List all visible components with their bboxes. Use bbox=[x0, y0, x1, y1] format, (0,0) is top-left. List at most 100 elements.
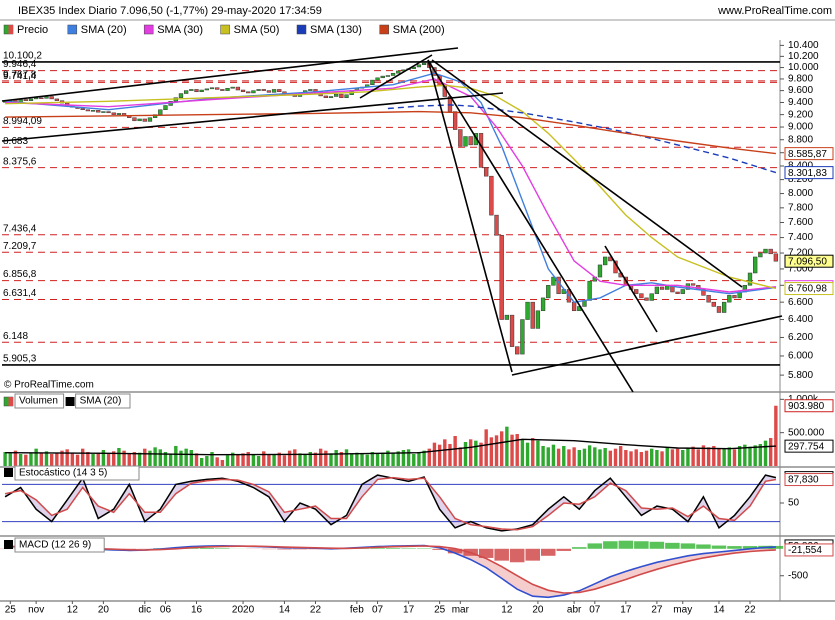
candle bbox=[484, 167, 489, 177]
level-label: 9.741,4 bbox=[3, 71, 37, 82]
volume-bar bbox=[737, 446, 742, 466]
volume-bar bbox=[55, 452, 59, 466]
volume-bar bbox=[686, 448, 690, 466]
trend-line bbox=[1, 47, 459, 102]
volume-bar bbox=[655, 450, 659, 466]
histogram-bar bbox=[432, 548, 447, 550]
candle bbox=[370, 79, 375, 85]
y-tick-label: 8.800 bbox=[788, 134, 813, 145]
candle bbox=[540, 297, 546, 312]
legend-swatch bbox=[220, 24, 230, 35]
volume-bar bbox=[112, 451, 116, 466]
candle bbox=[85, 109, 91, 112]
series-line bbox=[5, 84, 777, 290]
candle bbox=[639, 293, 644, 299]
trend-line bbox=[604, 245, 658, 333]
level-label: 6.148 bbox=[3, 331, 28, 342]
candle bbox=[189, 89, 194, 91]
volume-bar bbox=[313, 452, 318, 466]
volume-bar bbox=[39, 453, 44, 466]
level-label: 9.767,8 bbox=[3, 69, 37, 80]
y-tick-label: 50 bbox=[788, 498, 800, 509]
trend-line bbox=[431, 59, 743, 288]
legend-swatch bbox=[143, 24, 154, 35]
candle bbox=[478, 133, 484, 168]
candle bbox=[753, 256, 758, 274]
candle bbox=[535, 310, 541, 329]
volume-bar bbox=[572, 447, 576, 466]
volume-bar bbox=[298, 453, 302, 466]
y-tick-label: 5.800 bbox=[788, 370, 813, 381]
volume-bar bbox=[515, 434, 519, 466]
volume-bar bbox=[753, 445, 757, 466]
histogram-bar bbox=[649, 541, 665, 549]
volume-bar bbox=[525, 442, 530, 466]
x-tick-label: 07 bbox=[589, 605, 601, 616]
volume-bar bbox=[618, 446, 623, 466]
candle bbox=[106, 111, 111, 114]
candle bbox=[515, 346, 520, 355]
volume-bar bbox=[49, 454, 54, 466]
volume-bar bbox=[205, 456, 209, 466]
candle bbox=[520, 319, 525, 355]
legend-label: SMA (30) bbox=[157, 24, 203, 36]
trend-line bbox=[427, 59, 634, 393]
candle bbox=[706, 295, 711, 303]
volume-bar bbox=[748, 446, 752, 466]
candle bbox=[530, 301, 535, 329]
volume-bar bbox=[432, 442, 437, 466]
y-tick-label: 9.000 bbox=[788, 122, 813, 133]
volume-bar bbox=[215, 457, 219, 466]
value-label: 6.760,98 bbox=[788, 284, 827, 295]
volume-bar bbox=[774, 405, 778, 466]
y-tick-label: 6.600 bbox=[788, 297, 813, 308]
candle bbox=[158, 109, 163, 115]
candle bbox=[546, 285, 551, 299]
y-tick-label: 500.000 bbox=[788, 427, 825, 438]
candle bbox=[235, 86, 241, 91]
candle bbox=[390, 72, 396, 76]
volume-bar bbox=[339, 452, 344, 466]
candle bbox=[690, 283, 696, 286]
trend-line bbox=[511, 315, 783, 376]
candle bbox=[597, 264, 603, 278]
candle bbox=[763, 248, 768, 254]
candle bbox=[421, 62, 427, 65]
candle bbox=[721, 301, 727, 313]
volume-bar bbox=[86, 452, 90, 466]
volume-bar bbox=[499, 431, 504, 466]
legend-swatch bbox=[8, 25, 13, 34]
histogram-bar bbox=[556, 548, 572, 551]
volume-bar bbox=[13, 450, 18, 466]
legend-swatch bbox=[4, 468, 13, 477]
volume-bar bbox=[179, 450, 183, 466]
volume-bar bbox=[510, 434, 514, 466]
series-line bbox=[5, 438, 776, 456]
volume-bar bbox=[65, 449, 69, 466]
candle bbox=[308, 89, 313, 91]
candle bbox=[659, 286, 665, 290]
candle bbox=[758, 252, 763, 258]
candle bbox=[603, 256, 608, 266]
volume-bar bbox=[344, 449, 349, 466]
candle bbox=[494, 214, 499, 236]
volume-bar bbox=[691, 446, 695, 466]
candle bbox=[385, 75, 391, 77]
x-tick-label: 16 bbox=[191, 605, 203, 616]
candle bbox=[711, 301, 716, 307]
histogram-bar bbox=[447, 548, 463, 554]
value-label: 7.096,50 bbox=[788, 256, 827, 267]
candle bbox=[701, 289, 706, 296]
histogram-bar bbox=[665, 542, 680, 549]
volume-bar bbox=[505, 426, 509, 466]
histogram-bar bbox=[603, 541, 618, 549]
y-tick-label: 10.200 bbox=[788, 51, 819, 62]
volume-bar bbox=[401, 450, 406, 466]
volume-bar bbox=[722, 448, 726, 466]
candle bbox=[147, 117, 153, 122]
histogram-bar bbox=[478, 548, 494, 558]
candle bbox=[184, 90, 189, 94]
volume-bar bbox=[355, 452, 359, 466]
y-tick-label: 7.400 bbox=[788, 232, 813, 243]
